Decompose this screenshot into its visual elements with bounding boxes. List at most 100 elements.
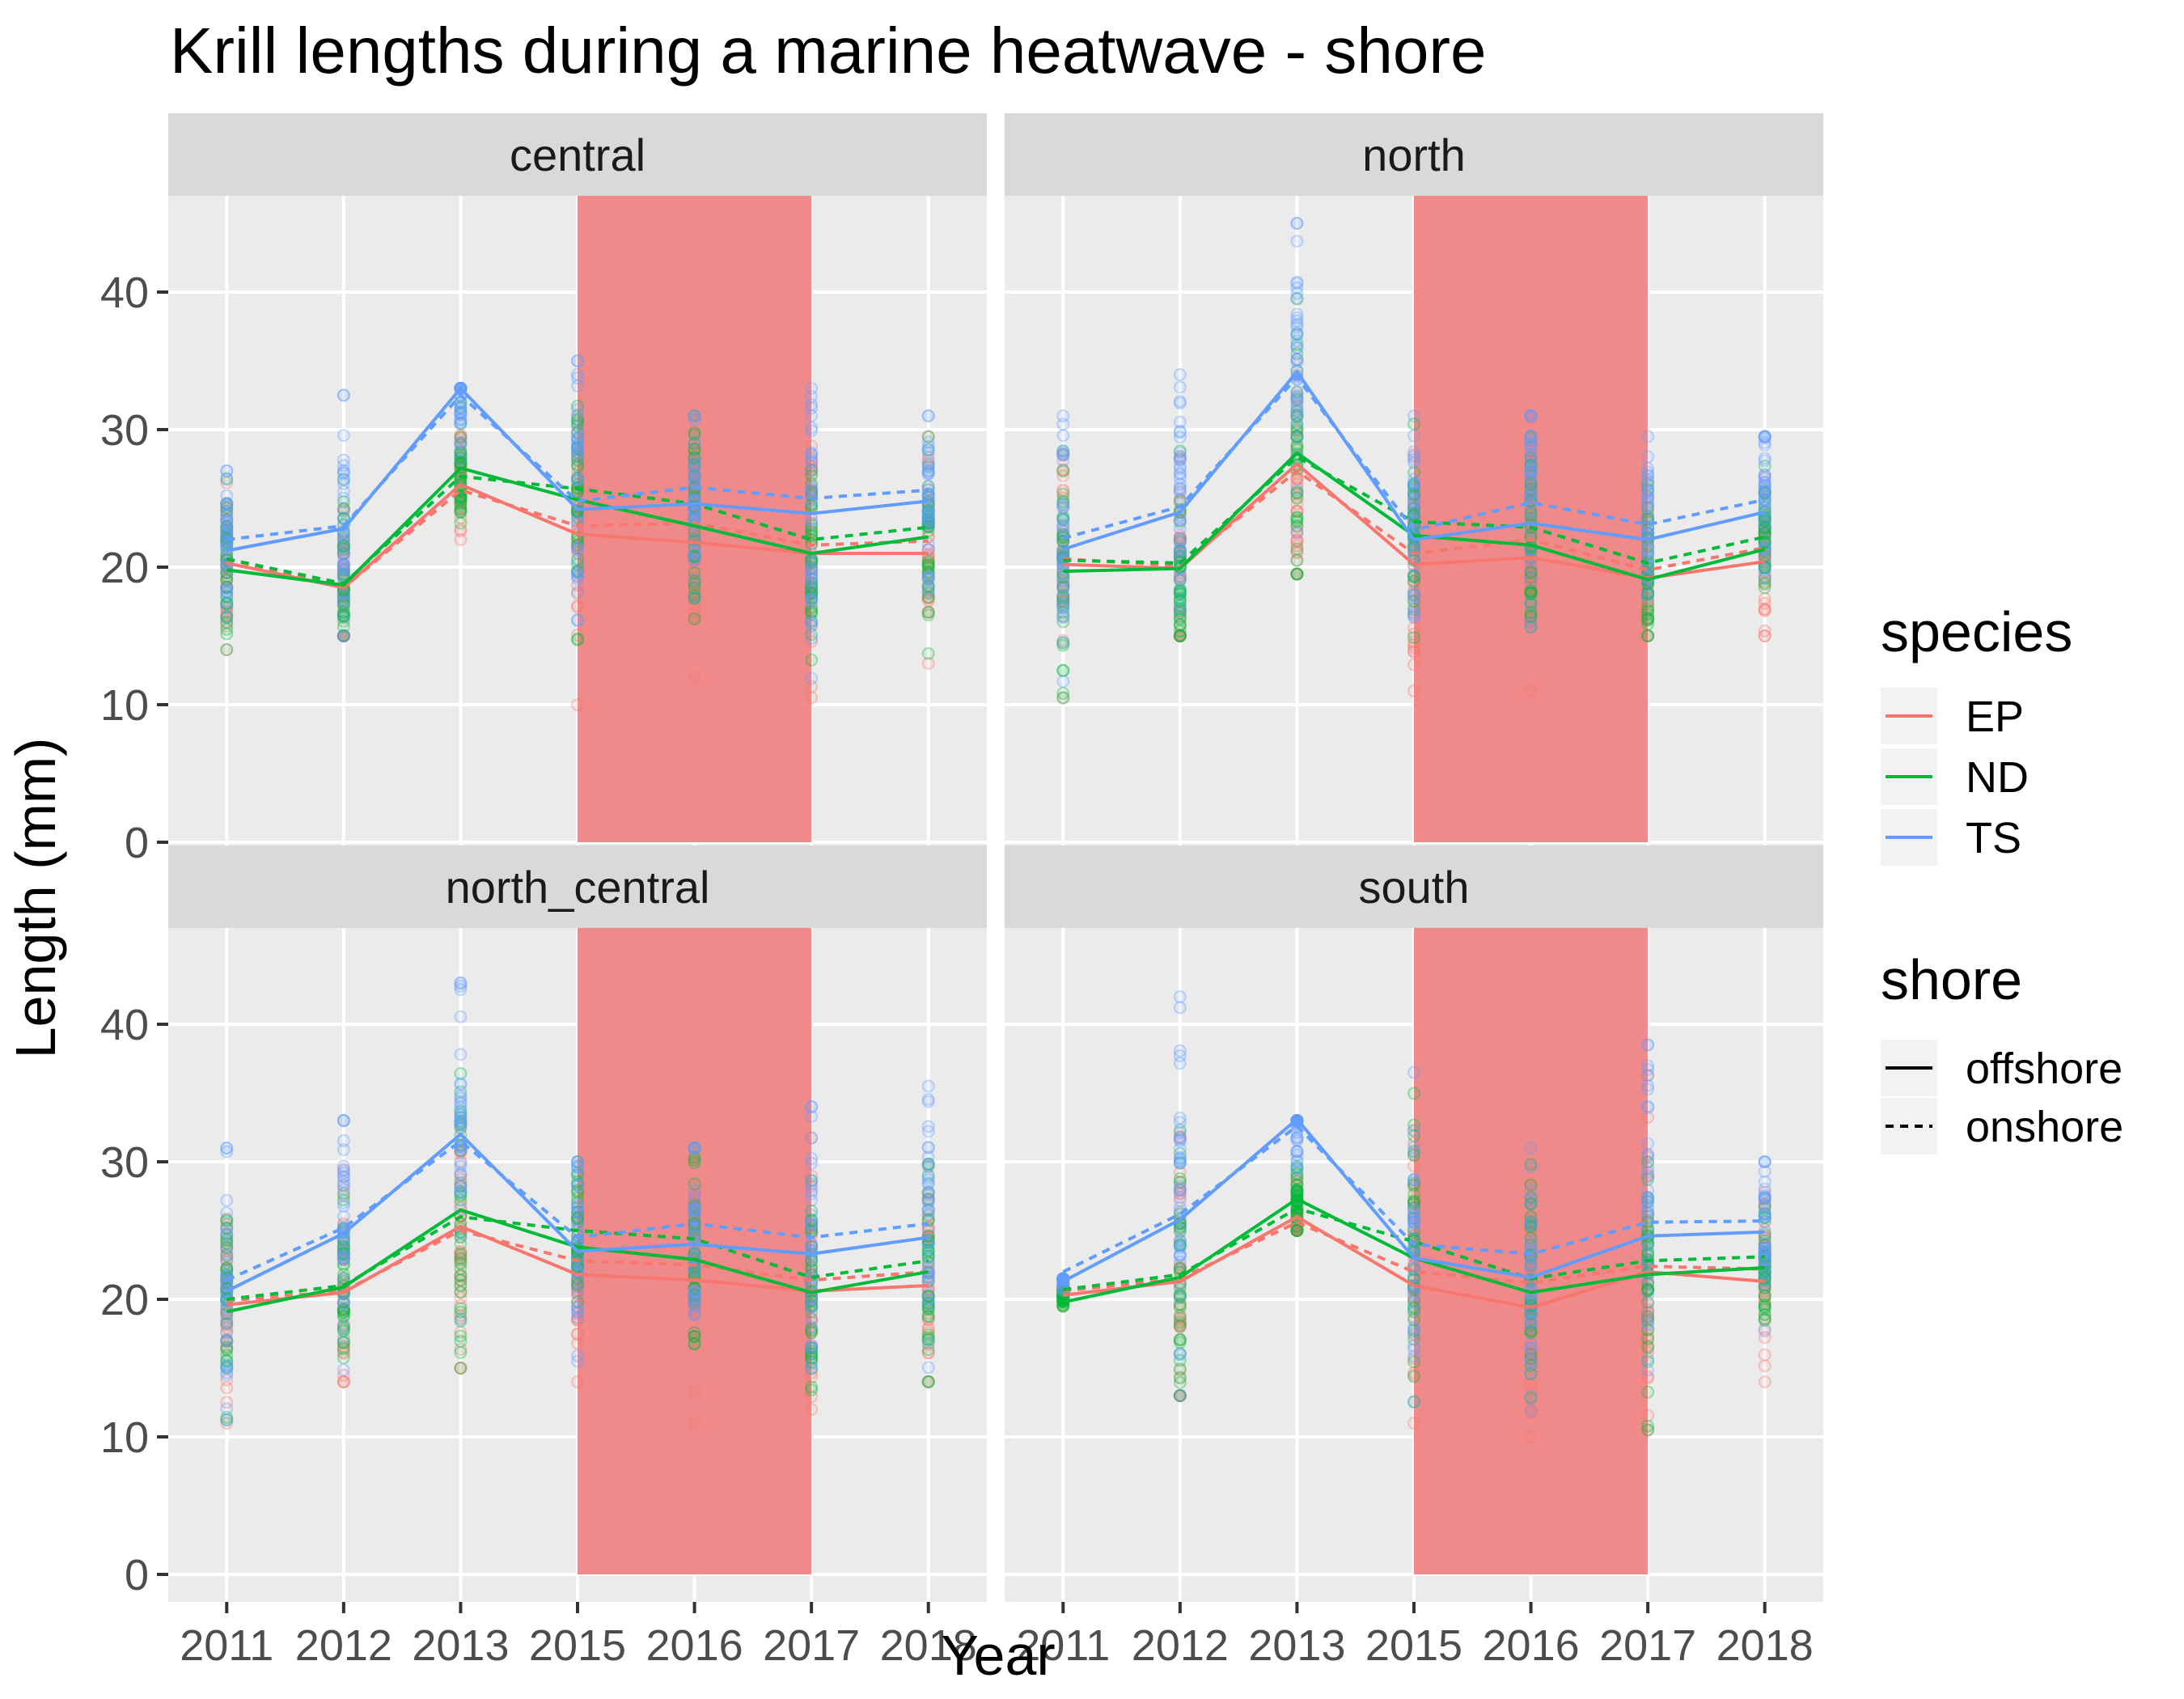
data-point [336,1196,350,1210]
data-point [1290,477,1304,491]
data-point [1524,620,1538,633]
data-point [921,467,935,481]
data-point [1056,638,1070,652]
data-point [1173,583,1187,597]
y-tick-label: 10 [100,1413,149,1462]
data-point [921,605,935,619]
data-point [1641,485,1655,499]
data-point [1173,532,1187,545]
data-point [921,566,935,580]
data-point [336,538,350,552]
data-point [805,448,819,462]
data-point [336,610,350,624]
data-point [336,608,350,622]
data-point [921,409,935,422]
data-point [336,539,350,553]
data-point [1056,635,1070,649]
data-point [1407,1159,1420,1172]
data-point [1524,577,1538,591]
data-point [688,573,701,587]
data-point [336,596,350,610]
data-point [1524,454,1538,468]
data-point [921,409,935,422]
data-point [336,1248,350,1261]
data-point [1407,448,1420,462]
data-point [1407,429,1420,443]
data-point [1641,489,1655,503]
data-point [1407,1141,1420,1155]
data-point [805,575,819,589]
data-point [1641,1161,1655,1175]
data-point [1290,539,1304,553]
data-point [1173,604,1187,618]
data-point [1173,629,1187,642]
data-point [454,502,468,516]
data-point [1056,496,1070,510]
data-point [571,572,584,586]
data-point [1173,481,1187,495]
data-point [336,629,350,642]
data-point [1641,493,1655,506]
data-point [1407,1296,1420,1310]
data-point [1641,544,1655,557]
data-point [454,524,468,538]
data-point [1290,504,1304,518]
data-point [336,567,350,581]
data-point [220,589,234,603]
data-point [220,597,234,611]
data-point [1407,568,1420,582]
data-point [1407,605,1420,619]
data-point [1173,532,1187,545]
data-point [1641,511,1655,525]
data-point [1407,417,1420,431]
data-point [805,619,819,633]
data-point [220,1362,234,1375]
data-point [1056,487,1070,501]
data-point [921,587,935,600]
data-point [1290,417,1304,430]
data-point [1524,1218,1538,1231]
data-point [688,506,701,520]
data-point [1290,417,1304,430]
data-point [805,555,819,569]
data-point [1290,402,1304,416]
data-point [1056,514,1070,527]
data-point [1407,630,1420,644]
data-point [1524,437,1538,451]
data-point [688,549,701,563]
data-point [336,611,350,625]
data-point [336,532,350,546]
data-point [1290,1224,1304,1237]
data-point [1290,307,1304,321]
data-point [1641,1203,1655,1217]
data-point [336,1142,350,1156]
x-tick-label: 2013 [1248,1621,1345,1670]
data-point [454,1091,468,1105]
data-point [571,540,584,554]
data-point [1524,482,1538,496]
data-point [454,1286,468,1299]
data-point [805,467,819,481]
data-point [1524,411,1538,425]
data-point [921,580,935,594]
data-point [1407,477,1420,491]
data-point [688,581,701,595]
data-point [1641,629,1655,642]
data-point [1641,595,1655,609]
data-point [571,543,584,557]
data-point [1524,558,1538,572]
data-point [454,1167,468,1181]
data-point [454,445,468,459]
data-point [1524,485,1538,498]
data-point [805,517,819,531]
data-point [571,1375,584,1388]
data-point [220,1206,234,1220]
data-point [1173,591,1187,605]
data-point [688,409,701,422]
data-point [805,616,819,630]
data-point [1290,393,1304,407]
data-point [1056,491,1070,505]
data-point [1407,1417,1420,1430]
data-point [805,446,819,460]
data-point [1290,472,1304,486]
